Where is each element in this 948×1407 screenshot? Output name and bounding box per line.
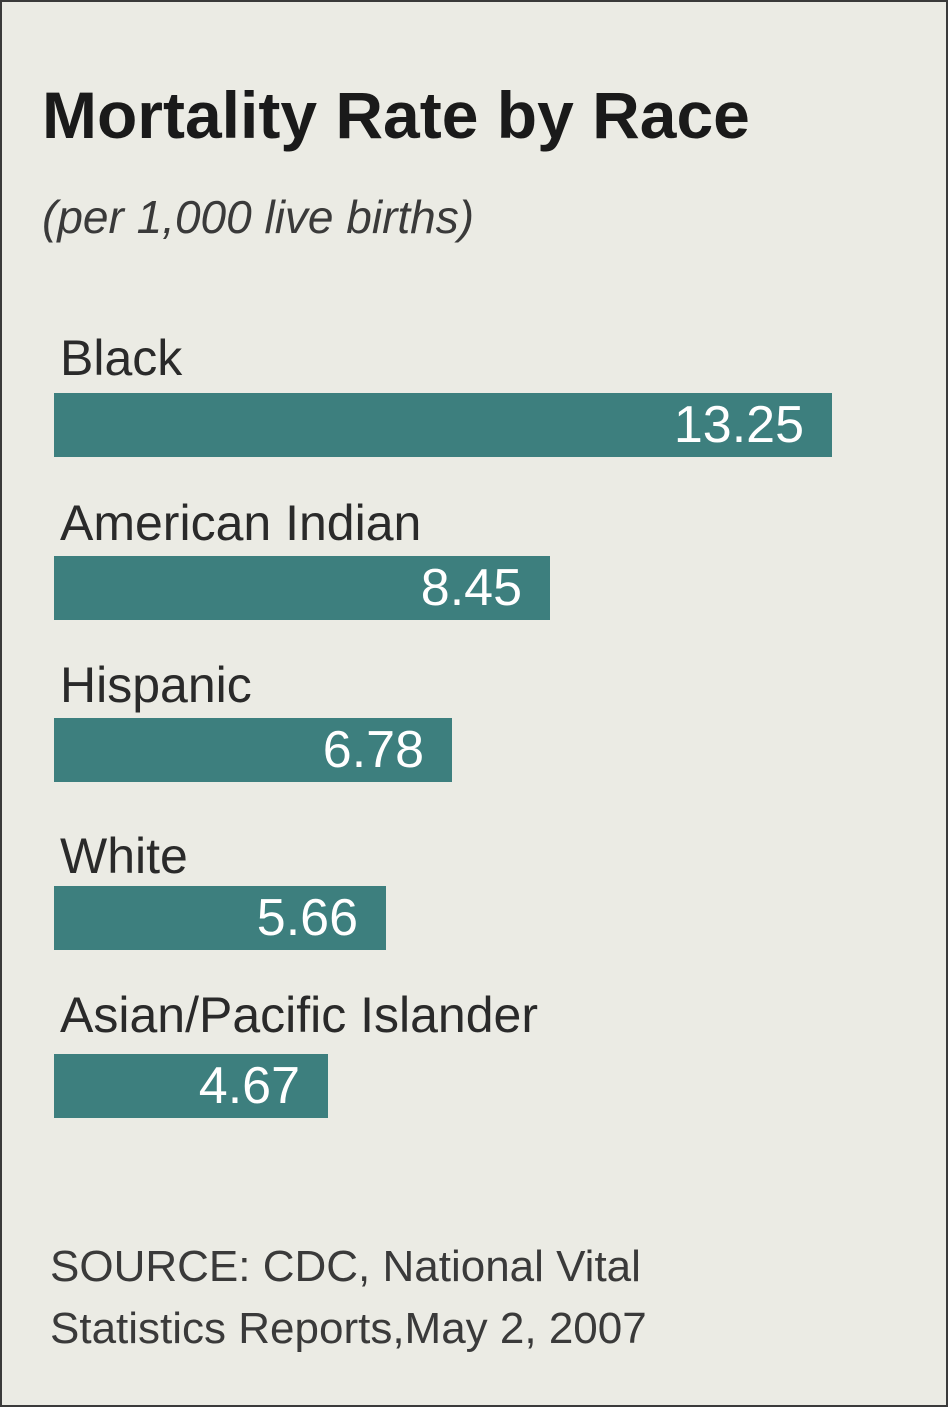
bar-value-black: 13.25 <box>673 396 804 454</box>
bar-value-american-indian: 8.45 <box>420 559 522 617</box>
bar-asian-pacific-islander: 4.67 <box>54 1054 328 1118</box>
bar-label-asian-pacific-islander: Asian/Pacific Islander <box>60 987 539 1043</box>
bar-label-white: White <box>60 828 188 884</box>
chart-title: Mortality Rate by Race <box>42 78 750 152</box>
bar-white: 5.66 <box>54 886 386 950</box>
bar-hispanic: 6.78 <box>54 718 452 782</box>
bar-black: 13.25 <box>54 393 832 457</box>
bar-label-black: Black <box>60 330 183 386</box>
source-note: SOURCE: CDC, National Vital Statistics R… <box>50 1236 647 1360</box>
bar-label-american-indian: American Indian <box>60 495 422 551</box>
bar-value-white: 5.66 <box>256 889 358 947</box>
chart-subtitle: (per 1,000 live births) <box>42 191 475 243</box>
source-line-2: Statistics Reports,May 2, 2007 <box>50 1304 647 1353</box>
bar-label-hispanic: Hispanic <box>60 657 252 713</box>
source-line-1: SOURCE: CDC, National Vital <box>50 1242 641 1291</box>
bar-value-asian-pacific-islander: 4.67 <box>198 1057 300 1115</box>
bar-value-hispanic: 6.78 <box>322 721 424 779</box>
bar-american-indian: 8.45 <box>54 556 550 620</box>
